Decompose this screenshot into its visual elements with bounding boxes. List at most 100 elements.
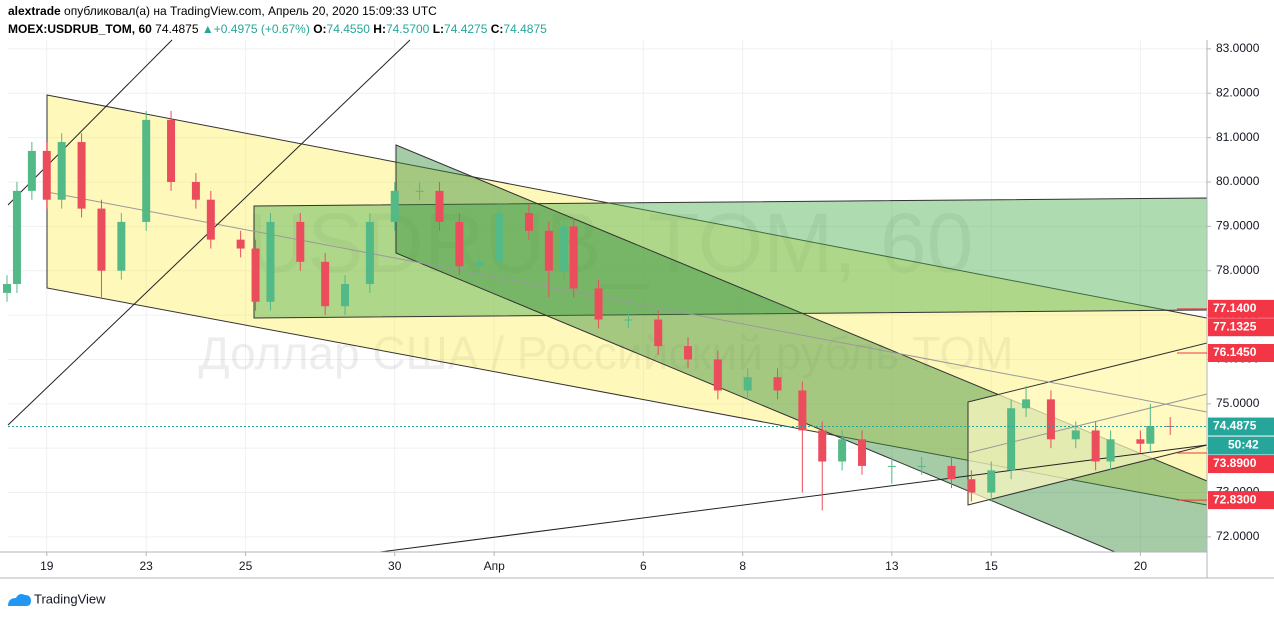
y-tick-label: 78.0000 <box>1216 263 1260 277</box>
candle-body <box>77 142 86 209</box>
candle-body <box>713 359 722 391</box>
candle-body <box>967 479 976 493</box>
candle-body <box>624 319 633 321</box>
watermark-description: Доллар США / Российский рубль TOM <box>198 327 1013 379</box>
candle-body <box>773 377 782 391</box>
candle-body <box>296 221 305 262</box>
candle-body <box>1146 425 1155 444</box>
candle-body <box>321 261 330 307</box>
y-tick-label: 82.0000 <box>1216 85 1260 99</box>
username[interactable]: alextrade <box>8 4 61 18</box>
ohlc-value: 74.5700 <box>386 22 430 36</box>
candle-body <box>12 190 21 285</box>
brand: TradingView <box>34 591 106 606</box>
price-tag <box>1208 455 1274 474</box>
published: опубликовал(а) на TradingView.com, Апрел… <box>64 4 437 18</box>
candle-body <box>475 261 484 267</box>
x-tick-label: 6 <box>640 559 647 573</box>
candle-body <box>206 199 215 240</box>
ohlc-key: L: <box>433 22 444 36</box>
candle-body <box>654 319 663 347</box>
countdown-box <box>1208 436 1274 455</box>
axes: 72.000073.000074.000075.000076.000077.00… <box>8 41 1274 573</box>
ohlc-value: 74.4275 <box>444 22 488 36</box>
candle-body <box>191 181 200 200</box>
candle-body <box>266 221 275 302</box>
price-tag-label: 72.8300 <box>1213 492 1257 506</box>
symbol[interactable]: MOEX:USDRUB_TOM, 60 <box>8 22 152 36</box>
candle-body <box>987 470 996 493</box>
candle-body <box>251 248 260 302</box>
x-tick-label: 19 <box>40 559 54 573</box>
price-tag-label: 73.8900 <box>1213 456 1257 470</box>
candle-body <box>495 213 504 262</box>
candle-body <box>1091 430 1100 462</box>
x-tick-label: 15 <box>985 559 999 573</box>
last: 74.4875 <box>155 22 199 36</box>
candles <box>3 110 1175 511</box>
candle-body <box>887 465 896 467</box>
candle-body <box>97 208 106 271</box>
channel-median <box>46 191 1208 413</box>
countdown: 50:42 <box>1228 438 1259 452</box>
ohlc-key: H: <box>373 22 386 36</box>
x-tick-label: 20 <box>1134 559 1148 573</box>
y-tick-label: 80.0000 <box>1216 174 1260 188</box>
candle-body <box>117 221 126 271</box>
candle-body <box>684 346 693 360</box>
candle-body <box>1136 439 1145 444</box>
x-tick-label: 8 <box>739 559 746 573</box>
arrow: ▲ <box>202 22 214 36</box>
ohlc-key: O: <box>313 22 326 36</box>
candle-body <box>524 213 533 231</box>
price-tag-label: 74.4875 <box>1213 419 1257 433</box>
candle-body <box>142 119 151 222</box>
y-tick-label: 83.0000 <box>1216 41 1260 55</box>
candle-body <box>415 190 424 192</box>
price-tag <box>1208 417 1274 436</box>
candle-body <box>798 390 807 431</box>
ohlc-key: C: <box>491 22 504 36</box>
candle-body <box>236 239 245 249</box>
candle-body <box>27 150 36 191</box>
candle-body <box>455 221 464 267</box>
candle-body <box>390 190 399 222</box>
candle-body <box>818 430 827 462</box>
price-tag <box>1208 299 1274 318</box>
ohlc-value: 74.4875 <box>503 22 547 36</box>
candle-body <box>1007 408 1016 471</box>
x-tick-label: 30 <box>388 559 402 573</box>
change: +0.4975 (+0.67%) <box>214 22 310 36</box>
candle-body <box>341 284 350 307</box>
candle-body <box>435 190 444 222</box>
trend-line <box>379 444 1208 553</box>
footer[interactable]: TradingView <box>8 591 106 606</box>
x-tick-label: 25 <box>239 559 253 573</box>
candle-body <box>594 288 603 320</box>
drawings <box>7 39 1208 553</box>
candle-body <box>57 142 66 200</box>
logo-icon <box>8 594 31 606</box>
header: alextrade опубликовал(а) на TradingView.… <box>8 4 547 36</box>
candle-body <box>42 150 51 200</box>
y-tick-label: 75.0000 <box>1216 396 1260 410</box>
x-tick-label: 13 <box>885 559 899 573</box>
price-tag <box>1208 318 1274 337</box>
candle-body <box>947 465 956 480</box>
ohlc-value: 74.4550 <box>327 22 371 36</box>
candle-body <box>365 221 374 285</box>
price-tag-label: 77.1325 <box>1213 319 1257 333</box>
candle-body <box>559 226 568 271</box>
candle-body <box>838 439 847 462</box>
price-tag <box>1208 491 1274 510</box>
candle-body <box>3 284 12 293</box>
candle-body <box>1166 425 1175 427</box>
candle-body <box>917 465 926 467</box>
header-line2: MOEX:USDRUB_TOM, 60 74.4875 ▲+0.4975 (+0… <box>8 22 547 36</box>
y-tick-label: 81.0000 <box>1216 130 1260 144</box>
price-tag-label: 76.1450 <box>1213 345 1257 359</box>
price-tag-label: 77.1400 <box>1213 301 1257 315</box>
header-line1: alextrade опубликовал(а) на TradingView.… <box>8 4 437 18</box>
price-tag <box>1208 344 1274 363</box>
